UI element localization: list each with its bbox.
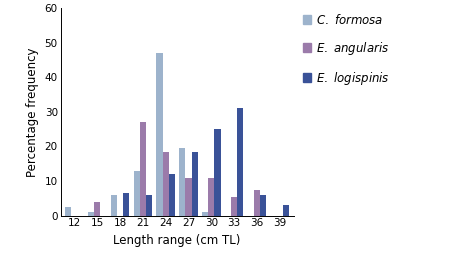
Bar	[254, 190, 260, 216]
Bar	[283, 205, 289, 216]
Bar	[146, 195, 152, 216]
Bar	[231, 197, 237, 216]
Bar	[111, 195, 117, 216]
Bar	[214, 129, 220, 216]
Bar	[179, 148, 185, 216]
Bar	[185, 178, 192, 216]
Bar	[123, 193, 129, 216]
Bar	[134, 171, 140, 216]
Legend: $\it{C.\ formosa}$, $\it{E.\ angularis}$, $\it{E.\ logispinis}$: $\it{C.\ formosa}$, $\it{E.\ angularis}$…	[298, 8, 395, 91]
Bar	[208, 178, 214, 216]
Bar	[202, 212, 208, 216]
Bar	[260, 195, 266, 216]
Bar	[140, 122, 146, 216]
Bar	[157, 53, 163, 216]
Bar	[192, 151, 198, 216]
Y-axis label: Percentage frequency: Percentage frequency	[26, 47, 39, 176]
Bar	[65, 207, 71, 216]
Bar	[163, 151, 169, 216]
Bar	[237, 108, 243, 216]
Bar	[169, 174, 175, 216]
Bar	[88, 212, 94, 216]
Bar	[94, 202, 100, 216]
X-axis label: Length range (cm TL): Length range (cm TL)	[113, 234, 241, 247]
